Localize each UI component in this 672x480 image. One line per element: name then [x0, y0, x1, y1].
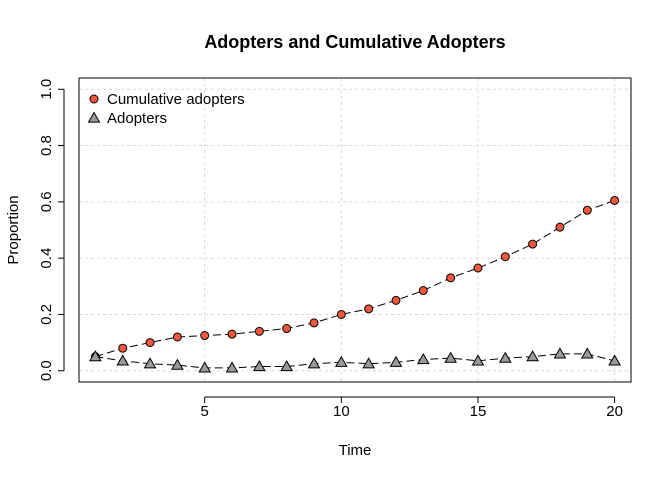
y-tick-label: 0.8: [38, 135, 55, 156]
data-point: [336, 309, 346, 319]
data-point: [526, 350, 539, 362]
data-point: [254, 326, 264, 336]
data-point: [553, 347, 567, 359]
data-point: [307, 357, 321, 369]
y-tick-label: 0.6: [38, 191, 55, 212]
data-point: [200, 331, 210, 341]
series-adopters: [89, 347, 621, 373]
data-point: [389, 355, 403, 367]
series-layer: [89, 195, 621, 373]
data-point: [309, 318, 319, 328]
data-point: [282, 324, 292, 334]
data-point: [471, 354, 485, 366]
data-point: [473, 263, 483, 273]
data-point: [171, 358, 184, 370]
data-point: [334, 355, 348, 367]
data-point: [362, 357, 376, 369]
x-tick-label: 5: [201, 403, 209, 420]
data-point: [172, 332, 182, 342]
x-axis-label: Time: [339, 442, 372, 459]
data-point: [143, 357, 157, 369]
y-axis-label: Proportion: [5, 195, 22, 264]
data-point: [500, 252, 510, 262]
series-cumulative-adopters: [90, 195, 620, 362]
data-point: [145, 338, 155, 348]
x-tick-label: 15: [470, 403, 487, 420]
data-point: [198, 361, 212, 373]
data-point: [608, 354, 621, 366]
data-point: [580, 347, 594, 359]
data-point: [418, 286, 428, 296]
legend-label: Cumulative adopters: [107, 91, 245, 108]
data-point: [280, 360, 294, 372]
grid: [79, 78, 631, 382]
data-point: [118, 343, 128, 353]
x-tick-label: 10: [333, 403, 350, 420]
data-point: [89, 350, 102, 362]
chart-title: Adopters and Cumulative Adopters: [204, 32, 505, 52]
x-tick-label: 20: [606, 403, 623, 420]
series-line: [95, 199, 615, 358]
data-point: [498, 351, 512, 363]
data-point: [225, 361, 239, 373]
data-point: [610, 195, 620, 205]
data-point: [555, 222, 565, 232]
y-tick-label: 1.0: [38, 79, 55, 100]
data-point: [582, 205, 592, 215]
data-point: [391, 295, 401, 305]
axes: 5 10 15 20 0.0 0.2 0.4 0.6 0.8 1.0: [38, 79, 623, 420]
data-point: [116, 354, 130, 366]
data-point: [446, 273, 456, 283]
data-point: [227, 329, 237, 339]
data-point: [252, 360, 266, 372]
data-point: [416, 352, 430, 365]
plot-frame: [78, 77, 632, 383]
legend: Cumulative adopters Adopters: [87, 91, 245, 127]
y-tick-label: 0.0: [38, 360, 55, 381]
legend-label: Adopters: [107, 110, 167, 127]
data-point: [444, 351, 458, 363]
y-tick-label: 0.4: [38, 248, 55, 269]
data-point: [528, 239, 538, 249]
series-line: [95, 353, 615, 369]
y-tick-label: 0.2: [38, 304, 55, 325]
legend-marker: [87, 111, 101, 123]
data-point: [364, 304, 374, 314]
legend-marker: [89, 94, 99, 104]
